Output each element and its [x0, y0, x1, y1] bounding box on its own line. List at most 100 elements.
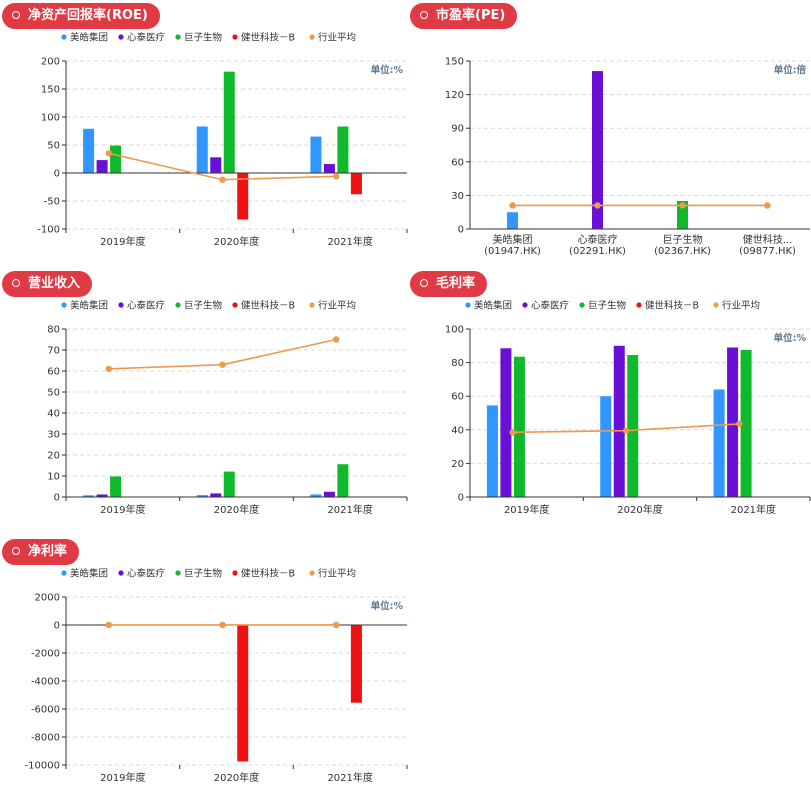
x-tick-label: 2019年度 — [100, 235, 145, 248]
x-tick-label: 巨子生物 — [663, 233, 703, 246]
y-tick-label: 50 — [47, 388, 60, 399]
bar — [713, 389, 725, 497]
legend-label: 心泰医疗 — [127, 300, 166, 312]
panel-net-margin: 净利率 美皓集团 心泰医疗 巨子生物 健世科技－B 行业平均 单位:% -10000 -800… — [2, 539, 412, 789]
chart-title-roe: 净资产回报率(ROE) — [2, 3, 160, 29]
average-point — [332, 336, 340, 343]
bar — [196, 495, 208, 497]
average-point — [509, 202, 516, 209]
legend-item: 健世科技－B — [232, 32, 295, 44]
legend-marker-icon — [579, 302, 585, 308]
legend-item: 健世科技－B — [232, 568, 295, 580]
legend-item: 巨子生物 — [579, 300, 627, 312]
title-dot-icon — [12, 546, 20, 555]
legend-label: 健世科技－B — [241, 300, 295, 312]
legend-marker-icon — [175, 34, 181, 40]
average-point — [509, 429, 516, 436]
unit-label: 单位:% — [371, 64, 404, 76]
y-tick-label: 0 — [458, 493, 464, 504]
legend-item: 行业平均 — [713, 300, 760, 312]
x-tick-label: 2020年度 — [214, 503, 259, 516]
title-dot-icon — [12, 278, 20, 287]
bar — [223, 471, 235, 497]
average-point — [332, 621, 340, 629]
grid-lines: 0 30 60 90 120 150 — [445, 57, 810, 236]
bar — [310, 136, 322, 173]
chart-pe: 单位:倍 0 30 60 90 120 150 美皓集团(01947.HK) 心泰医疗(0229… — [445, 57, 810, 257]
y-tick-label: -6000 — [31, 705, 60, 716]
x-tick-label: 2019年度 — [100, 503, 145, 516]
bars — [507, 71, 688, 229]
legend-label: 心泰医疗 — [127, 32, 166, 44]
bar — [592, 71, 603, 229]
legend-marker-icon — [713, 302, 719, 308]
y-tick-label: -10000 — [25, 761, 60, 772]
x-tick-label: 2020年度 — [617, 503, 662, 516]
bar — [83, 495, 95, 497]
bar — [350, 625, 362, 703]
bar — [677, 201, 688, 229]
y-tick-label: 30 — [47, 430, 60, 441]
chart-title-gross-margin: 毛利率 — [410, 271, 488, 297]
legend-marker-icon — [232, 302, 238, 308]
panel-gross-margin: 毛利率 美皓集团 心泰医疗 巨子生物 健世科技－B 行业平均 单位:% 0 20 40 60 80 1… — [410, 271, 811, 516]
bar — [237, 625, 249, 762]
legend-label: 巨子生物 — [184, 568, 223, 580]
bar — [513, 356, 525, 497]
legend-label: 行业平均 — [318, 568, 356, 580]
legend-item: 心泰医疗 — [118, 300, 166, 312]
bar — [110, 145, 122, 173]
average-point — [622, 427, 630, 434]
legend-label: 巨子生物 — [184, 300, 223, 312]
y-tick-label: 0 — [54, 621, 60, 632]
legend-marker-icon — [61, 34, 67, 40]
legend-label: 巨子生物 — [588, 300, 627, 312]
y-tick-label: 150 — [41, 85, 60, 96]
legend-marker-icon — [118, 34, 124, 40]
average-point — [219, 361, 226, 368]
bar — [486, 405, 498, 497]
chart-legend: 美皓集团 心泰医疗 巨子生物 健世科技－B 行业平均 — [61, 32, 356, 44]
legend-label: 心泰医疗 — [531, 300, 570, 312]
legend-item: 心泰医疗 — [522, 300, 570, 312]
bar — [337, 464, 349, 497]
y-tick-label: 60 — [451, 392, 464, 403]
x-tick-label: 2020年度 — [214, 235, 259, 248]
legend-marker-icon — [309, 34, 315, 40]
chart-title-text: 营业收入 — [28, 276, 81, 291]
legend-marker-icon — [309, 302, 315, 308]
legend-label: 行业平均 — [318, 32, 356, 44]
legend-item: 行业平均 — [309, 300, 356, 312]
legend-item: 巨子生物 — [175, 32, 223, 44]
chart-title-text: 净资产回报率(ROE) — [28, 8, 148, 23]
legend-marker-icon — [61, 302, 67, 308]
legend-item: 心泰医疗 — [118, 568, 166, 580]
bar — [600, 396, 612, 497]
x-tick-label: (02367.HK) — [654, 246, 711, 257]
average-point — [219, 176, 226, 183]
unit-label: 单位:倍 — [774, 64, 807, 76]
x-tick-label: 2021年度 — [327, 503, 372, 516]
legend-item: 巨子生物 — [175, 568, 223, 580]
legend-marker-icon — [118, 570, 124, 576]
bar — [500, 348, 512, 497]
average-point — [594, 202, 601, 209]
title-dot-icon — [12, 10, 20, 19]
chart-legend: 美皓集团 心泰医疗 巨子生物 健世科技－B 行业平均 — [61, 568, 356, 580]
average-point — [332, 173, 340, 180]
legend-label: 健世科技－B — [241, 568, 295, 580]
y-tick-label: 70 — [47, 346, 60, 357]
legend-marker-icon — [61, 570, 67, 576]
legend-item: 巨子生物 — [175, 300, 223, 312]
y-tick-label: 30 — [451, 191, 464, 202]
average-line-series — [105, 336, 340, 373]
legend-label: 行业平均 — [318, 300, 356, 312]
y-tick-label: 0 — [54, 493, 60, 504]
title-dot-icon — [420, 10, 428, 19]
y-tick-label: 120 — [445, 90, 464, 101]
legend-marker-icon — [522, 302, 528, 308]
x-tick-label: 心泰医疗 — [578, 233, 618, 246]
y-tick-label: 40 — [451, 425, 464, 436]
x-tick-label: 健世科技... — [743, 233, 793, 246]
legend-marker-icon — [309, 570, 315, 576]
